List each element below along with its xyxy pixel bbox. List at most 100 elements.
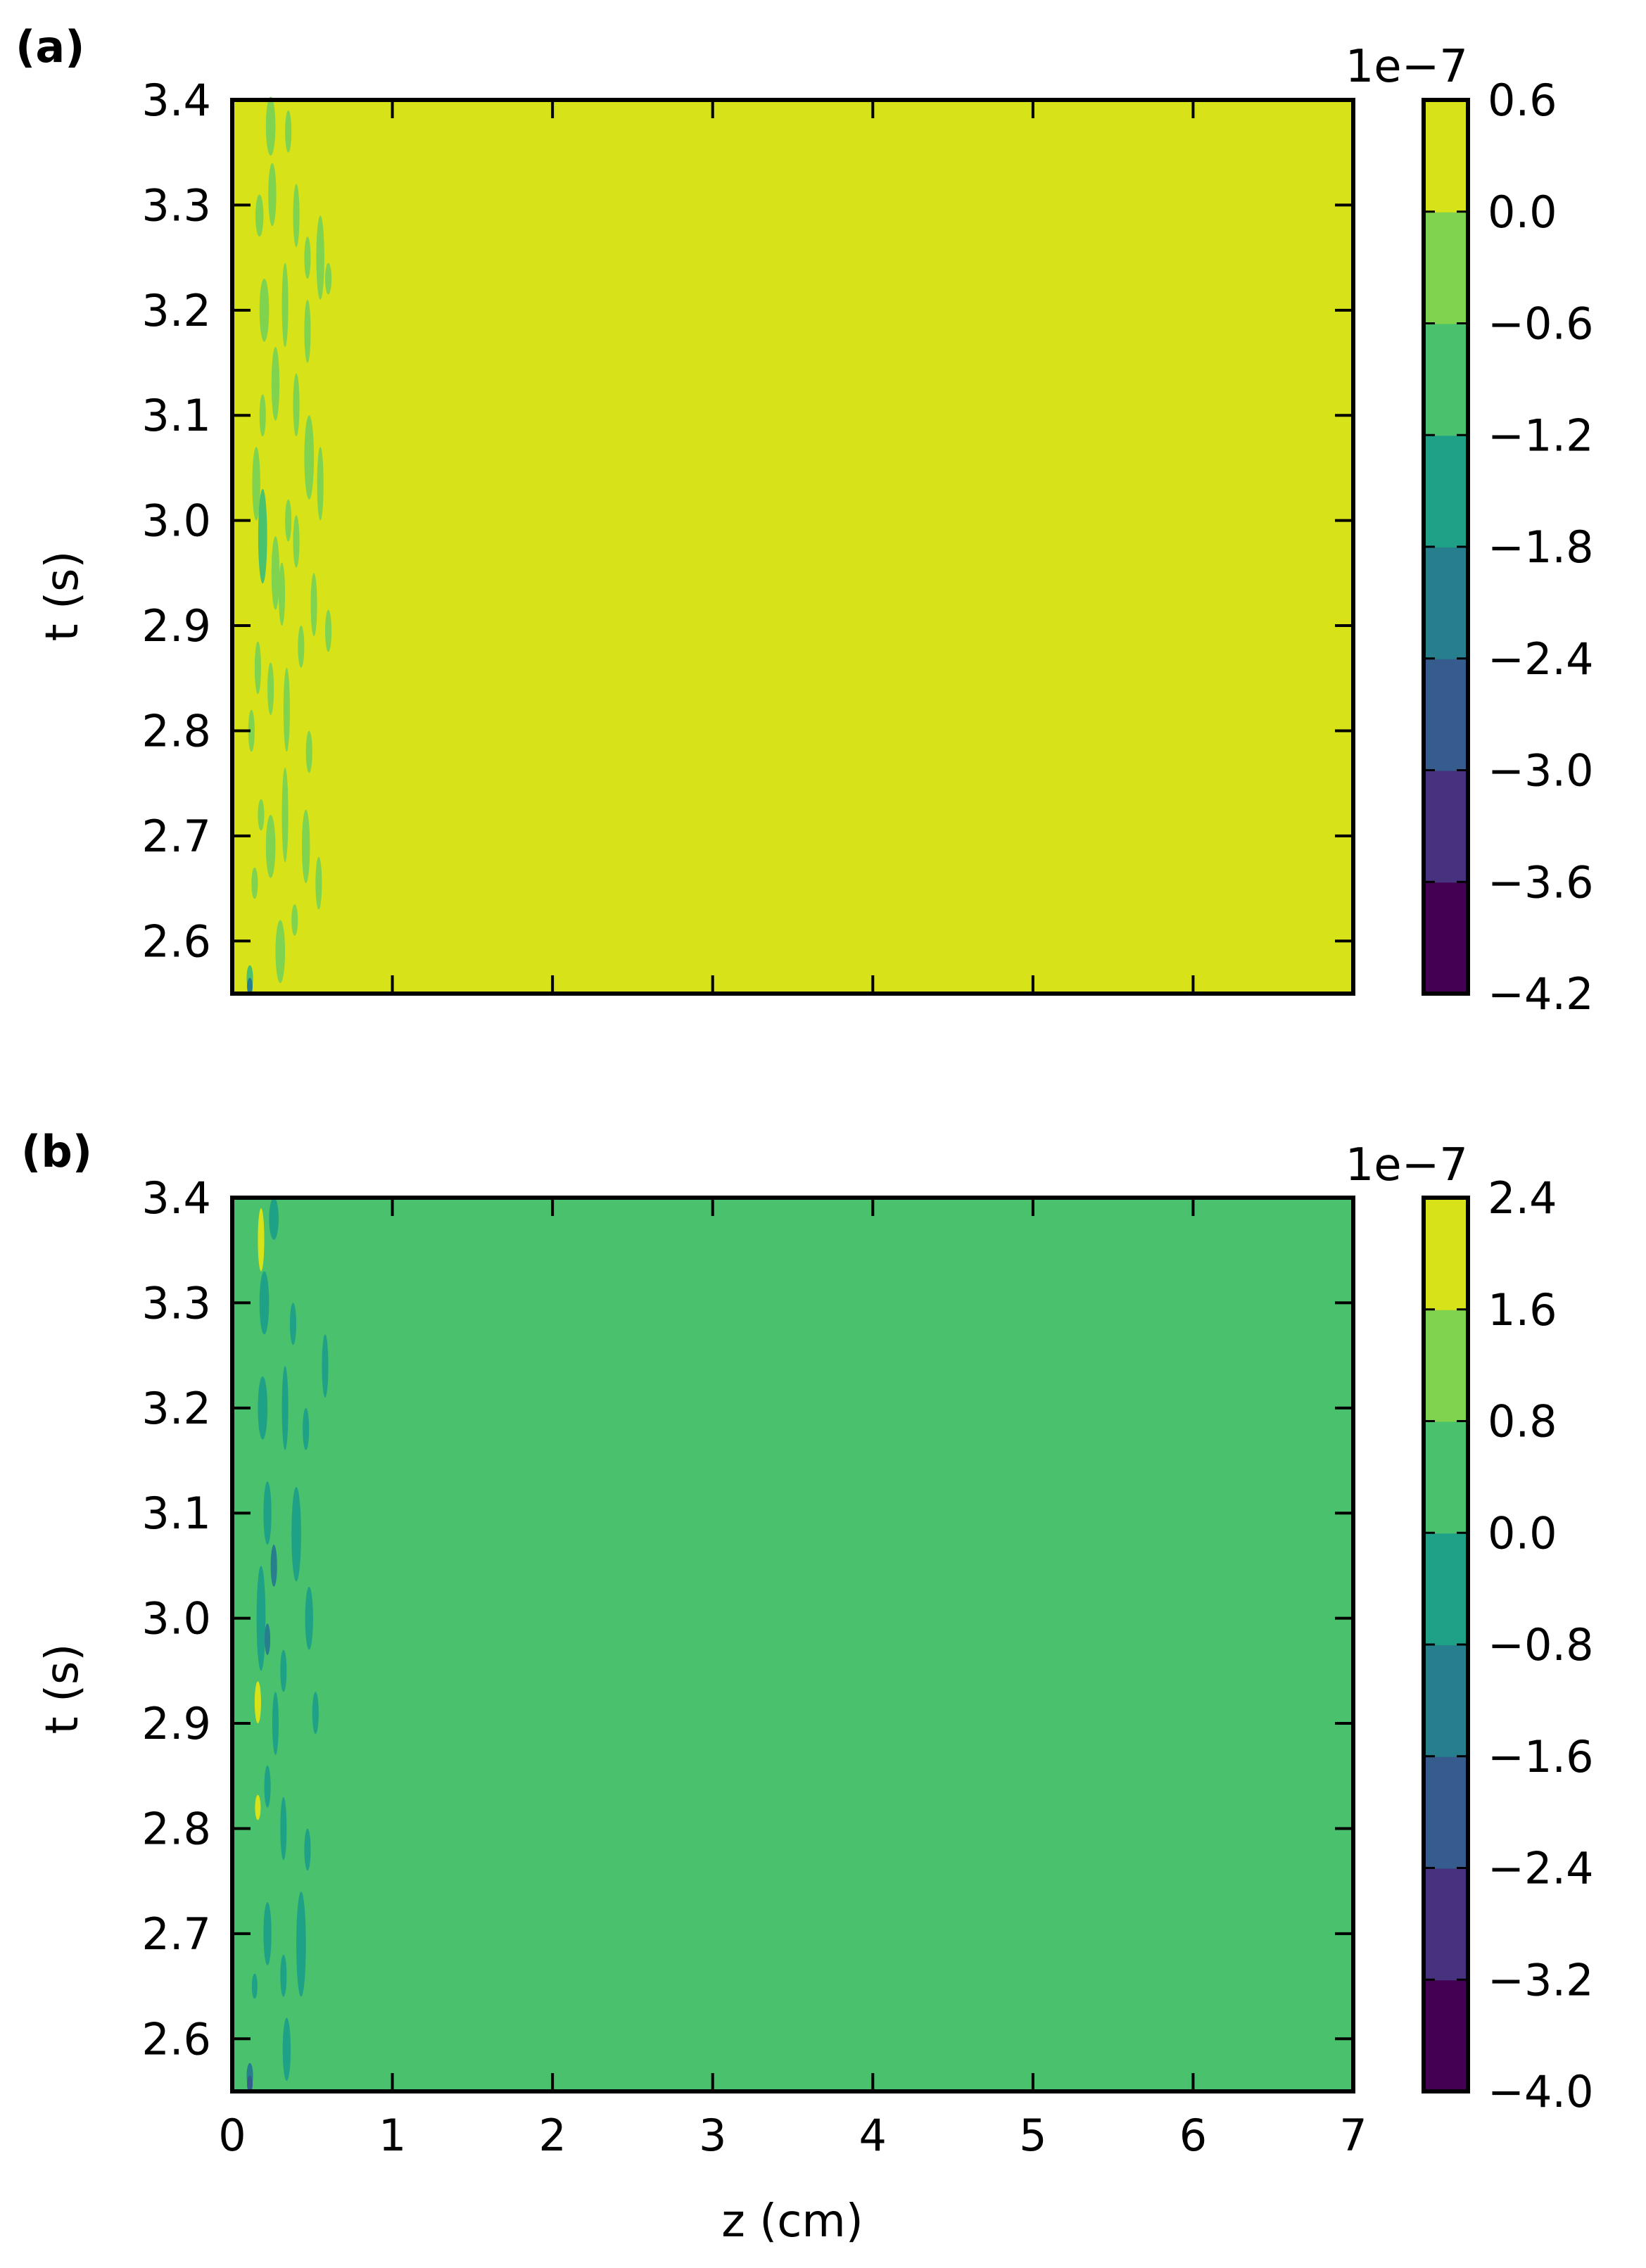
y-tick-label-a-3: 2.9 — [141, 600, 211, 652]
y-tick-label-a-0: 2.6 — [141, 916, 211, 967]
contour-region-b-5 — [258, 1376, 268, 1440]
heatmap-background-a — [232, 100, 1353, 994]
contour-region-b-26 — [282, 2017, 291, 2082]
colorbar-frame-a — [1422, 98, 1470, 996]
contour-region-a-5 — [316, 215, 324, 300]
contour-region-a-10 — [304, 299, 311, 363]
colorbar-segment-b-2 — [1424, 1756, 1468, 1869]
contour-region-b-4 — [322, 1334, 329, 1398]
contour-region-a-0 — [265, 96, 276, 156]
colorbar-offset-label-b: 1e−7 — [1346, 1139, 1468, 1191]
contour-region-b-12 — [256, 1565, 266, 1671]
colorbar-a: −4.2 −3.6 −3.0 −2.4 −1.8 −1.2 −0.6 0.0 0.6 — [1424, 75, 1594, 1020]
x-tick-label-b-5: 5 — [1019, 2110, 1046, 2161]
x-tick-label-b-6: 6 — [1179, 2110, 1207, 2161]
contour-region-b-23 — [296, 1892, 306, 1997]
colorbar-b: −4.0 −3.2 −2.4 −1.6 −0.8 0.0 0.8 1.6 2.4 — [1424, 1172, 1594, 2117]
colorbar-segment-b-1 — [1424, 1868, 1468, 1981]
y-tick-label-b-4: 3.0 — [141, 1593, 211, 1645]
colorbar-tick-label-a-7: 0.0 — [1488, 186, 1557, 238]
colorbar-tick-label-b-0: −4.0 — [1488, 2066, 1594, 2117]
contour-region-a-14 — [304, 415, 315, 500]
x-tick-label-b-3: 3 — [699, 2110, 726, 2161]
contour-region-a-12 — [259, 394, 266, 437]
contour-region-a-23 — [324, 609, 332, 652]
colorbar-segment-a-7 — [1424, 100, 1468, 213]
y-tick-label-a-1: 2.7 — [141, 811, 211, 862]
y-axis-label-b: t (s) — [37, 1644, 89, 1735]
contour-region-a-35 — [315, 856, 322, 910]
y-tick-label-b-0: 2.6 — [141, 2013, 211, 2065]
colorbar-segment-b-0 — [1424, 1979, 1468, 2092]
x-tick-label-b-1: 1 — [379, 2110, 406, 2161]
colorbar-segment-b-6 — [1424, 1309, 1468, 1422]
y-tick-label-b-6: 3.2 — [141, 1383, 211, 1434]
contour-region-a-21 — [278, 562, 286, 626]
contour-region-b-16 — [272, 1692, 279, 1755]
y-tick-label-b-2: 2.8 — [141, 1803, 211, 1854]
x-tick-label-b-2: 2 — [538, 2110, 566, 2161]
contour-region-b-11 — [305, 1586, 313, 1650]
contour-region-a-25 — [254, 641, 261, 695]
colorbar-tick-label-b-7: 1.6 — [1488, 1284, 1557, 1336]
contour-region-a-28 — [248, 709, 255, 752]
y-tick-label-a-8: 3.4 — [141, 75, 211, 126]
contour-region-a-18 — [271, 536, 280, 610]
contour-region-a-17 — [258, 488, 267, 584]
plot-area-b — [232, 1198, 1353, 2093]
colorbar-tick-label-b-6: 0.8 — [1488, 1396, 1557, 1447]
y-axis-label-a: t (s) — [37, 551, 89, 642]
contour-region-b-0 — [258, 1208, 265, 1272]
colorbar-tick-label-b-4: −0.8 — [1488, 1619, 1594, 1671]
x-tick-label-b-0: 0 — [218, 2110, 246, 2161]
contour-region-a-36 — [291, 904, 298, 936]
colorbar-segment-a-3 — [1424, 547, 1468, 659]
colorbar-segment-b-4 — [1424, 1533, 1468, 1645]
colorbar-tick-label-a-4: −1.8 — [1488, 521, 1594, 573]
contour-region-b-25 — [251, 1973, 258, 1999]
contour-region-a-7 — [304, 236, 311, 279]
contour-region-a-6 — [324, 262, 332, 295]
colorbar-tick-label-a-5: −1.2 — [1488, 410, 1594, 461]
contour-region-b-22 — [263, 1902, 272, 1965]
contour-region-a-1 — [285, 110, 292, 153]
contour-region-b-8 — [263, 1481, 272, 1545]
contour-region-b-21 — [304, 1828, 311, 1871]
contour-region-a-30 — [258, 799, 265, 831]
colorbar-tick-label-a-1: −3.6 — [1488, 856, 1594, 908]
panel-b: (b) t (s) 2.62.72.82.93.03.13.23.33.40 1 2… — [21, 1126, 1594, 2248]
contour-region-a-27 — [283, 667, 290, 752]
contour-region-a-4 — [293, 184, 300, 248]
colorbar-tick-label-b-8: 2.4 — [1488, 1172, 1557, 1224]
colorbar-tick-label-b-2: −2.4 — [1488, 1843, 1594, 1894]
colorbar-segment-a-4 — [1424, 435, 1468, 547]
contour-region-a-20 — [293, 515, 300, 568]
colorbar-tick-label-a-2: −3.0 — [1488, 745, 1594, 797]
heatmap-background-b — [232, 1198, 1353, 2091]
panel-label-b: (b) — [21, 1126, 92, 1177]
contour-region-b-10 — [270, 1545, 277, 1587]
contour-region-a-19 — [285, 499, 292, 542]
contour-region-a-9 — [281, 262, 289, 348]
contour-region-b-1 — [269, 1198, 279, 1240]
colorbar-tick-label-a-6: −0.6 — [1488, 298, 1594, 350]
contour-region-a-33 — [301, 809, 310, 884]
contour-region-a-15 — [317, 447, 324, 521]
axis-ticks-b: 2.6 2.7 2.8 2.9 3.0 3.1 3.2 3.3 3.4 0 1 2 3 4 5 6 7 — [141, 1172, 1367, 2161]
contour-region-b-7 — [303, 1407, 310, 1450]
y-tick-label-b-3: 2.9 — [141, 1698, 211, 1749]
contour-region-b-24 — [280, 1954, 287, 1997]
colorbar-segment-a-0 — [1424, 882, 1468, 994]
contour-region-a-22 — [310, 573, 317, 636]
colorbar-frame-b — [1422, 1196, 1470, 2093]
y-tick-label-a-4: 3.0 — [141, 495, 211, 547]
colorbar-tick-label-a-3: −2.4 — [1488, 633, 1594, 685]
contour-region-a-2 — [268, 163, 277, 227]
colorbar-segment-a-1 — [1424, 770, 1468, 883]
contour-region-a-24 — [298, 626, 305, 668]
plot-frame-b — [230, 1196, 1355, 2093]
contour-region-a-37 — [275, 920, 286, 984]
contour-region-a-16 — [252, 447, 260, 521]
colorbar-tick-label-a-0: −4.2 — [1488, 968, 1594, 1020]
contour-region-a-32 — [281, 767, 289, 863]
